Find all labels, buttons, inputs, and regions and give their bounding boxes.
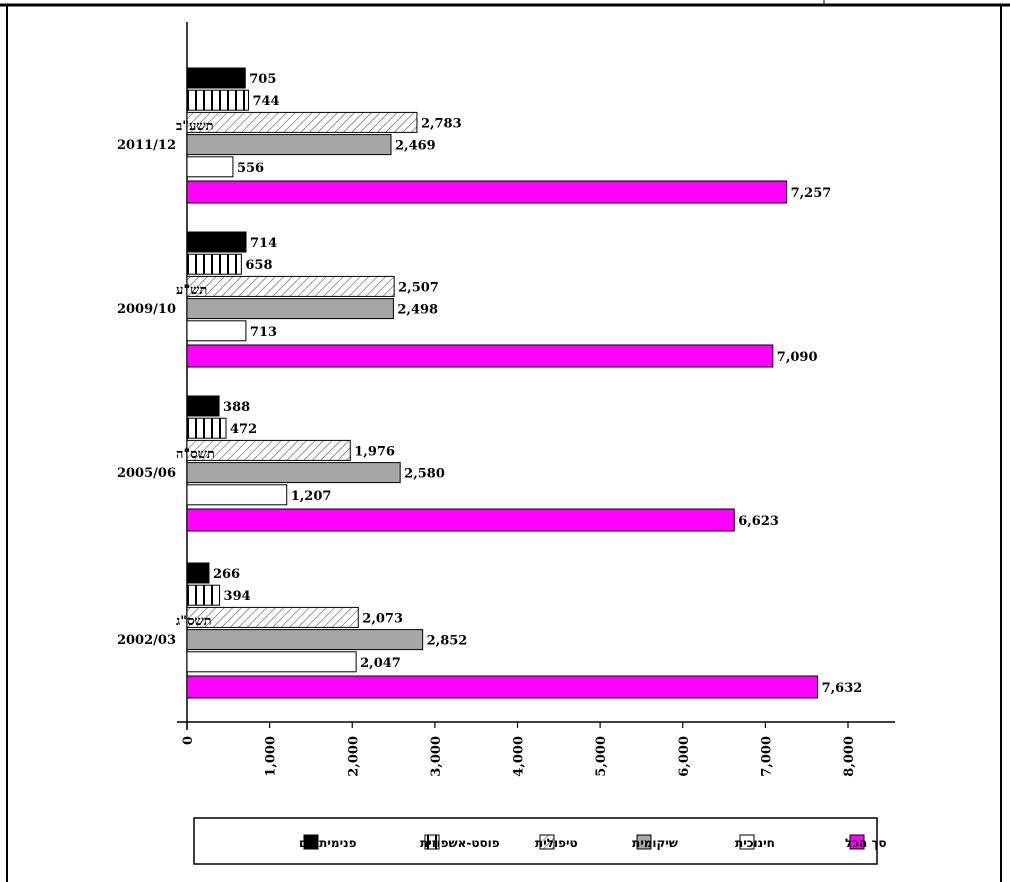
bar-value-label: 2,498 bbox=[397, 303, 438, 318]
category-label: תשס"ג bbox=[176, 614, 212, 629]
legend-swatch bbox=[303, 834, 319, 850]
x-tick-label: 0 bbox=[181, 736, 196, 745]
bar-value-label: 1,207 bbox=[291, 489, 332, 504]
category-sublabel: 2005/06 bbox=[117, 466, 176, 481]
bar-value-label: 2,580 bbox=[404, 467, 445, 482]
bar bbox=[186, 606, 359, 628]
bar bbox=[186, 134, 392, 156]
bar bbox=[186, 439, 351, 461]
bar-value-label: 7,090 bbox=[777, 350, 818, 365]
x-tick-label: 2,000 bbox=[346, 736, 361, 777]
bar bbox=[186, 275, 395, 297]
bar-value-label: 1,976 bbox=[354, 444, 395, 459]
bar bbox=[186, 562, 210, 584]
bar bbox=[186, 675, 819, 699]
category-label: תשס"ה bbox=[176, 447, 215, 462]
legend-swatch bbox=[739, 834, 755, 850]
bar bbox=[186, 67, 246, 89]
bar bbox=[186, 462, 401, 484]
bar-value-label: 705 bbox=[249, 72, 276, 87]
bar bbox=[186, 508, 735, 532]
legend-label: פוסט-אשפוזית bbox=[420, 836, 500, 850]
bar-value-label: 556 bbox=[237, 161, 264, 176]
category-sublabel: 2009/10 bbox=[117, 302, 176, 317]
bar bbox=[186, 629, 424, 651]
x-tick-label: 1,000 bbox=[264, 736, 279, 777]
bar bbox=[186, 484, 288, 506]
bar bbox=[186, 344, 774, 368]
bar-value-label: 2,507 bbox=[398, 280, 439, 295]
bar-value-label: 2,047 bbox=[360, 656, 401, 671]
category-sublabel: 2002/03 bbox=[117, 633, 176, 648]
bar bbox=[186, 253, 242, 275]
legend-swatch bbox=[849, 834, 865, 850]
legend-label: סך הכל bbox=[845, 836, 887, 850]
x-tick-label: 6,000 bbox=[677, 736, 692, 777]
bar bbox=[186, 298, 394, 320]
bar-value-label: 658 bbox=[245, 258, 272, 273]
bar bbox=[186, 89, 249, 111]
x-tick-label: 8,000 bbox=[842, 736, 857, 777]
bar bbox=[186, 584, 221, 606]
legend-label: טיפולית bbox=[535, 836, 578, 850]
bar bbox=[186, 651, 357, 673]
legend-label: שיקומית bbox=[632, 836, 678, 850]
legend-label: פנימית יום bbox=[299, 836, 357, 850]
category-label: תשע"ב bbox=[176, 119, 214, 134]
bars bbox=[186, 67, 819, 699]
bar bbox=[186, 395, 220, 417]
legend-swatch bbox=[539, 834, 555, 850]
legend: סך הכל חינוכית שיקומית טיפולית פוסט-אשפוזית פ… bbox=[193, 817, 887, 865]
bar-value-label: 7,632 bbox=[822, 681, 863, 696]
bar bbox=[186, 180, 788, 204]
bar bbox=[186, 156, 234, 178]
legend-label: חינוכית bbox=[735, 836, 775, 850]
bar-value-label: 388 bbox=[223, 400, 250, 415]
x-tick-label: 4,000 bbox=[512, 736, 527, 777]
bar bbox=[186, 111, 418, 133]
bar bbox=[186, 231, 247, 253]
x-tick-label: 7,000 bbox=[759, 736, 774, 777]
bar bbox=[186, 417, 227, 439]
x-tick-label: 5,000 bbox=[594, 736, 609, 777]
bar-value-label: 713 bbox=[250, 325, 277, 340]
axes: 0 1,000 2,000 3,000 4,000 5,000 6,000 7,000 8,00… bbox=[177, 22, 895, 777]
value-labels: 705 744 2,783 2,469 556 7,257 714 658 2,507 2,498… bbox=[213, 72, 862, 696]
bar-value-label: 6,623 bbox=[738, 514, 779, 529]
category-label: תש"ע bbox=[176, 283, 207, 298]
bar-value-label: 2,469 bbox=[395, 139, 436, 154]
legend-swatch bbox=[424, 834, 440, 850]
bar-value-label: 714 bbox=[250, 236, 277, 251]
category-sublabel: 2011/12 bbox=[117, 138, 176, 153]
bar-value-label: 472 bbox=[230, 422, 257, 437]
bar bbox=[186, 320, 247, 342]
bar-value-label: 2,783 bbox=[421, 116, 462, 131]
bar-value-label: 2,073 bbox=[362, 611, 403, 626]
bar-value-label: 7,257 bbox=[791, 186, 832, 201]
legend-swatch bbox=[636, 834, 652, 850]
x-tick-label: 3,000 bbox=[429, 736, 444, 777]
bar-value-label: 394 bbox=[224, 589, 251, 604]
bar-value-label: 744 bbox=[252, 94, 279, 109]
bar-value-label: 2,852 bbox=[427, 634, 468, 649]
bar-value-label: 266 bbox=[213, 567, 240, 582]
